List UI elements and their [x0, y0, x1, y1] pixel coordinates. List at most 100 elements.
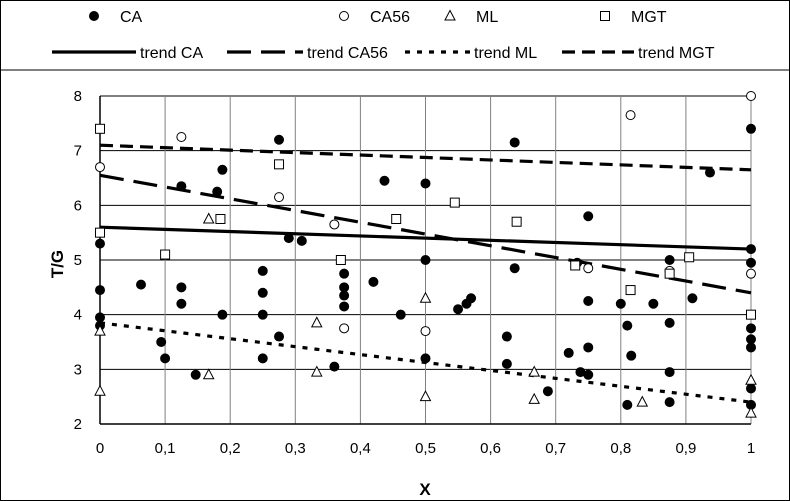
data-point: [746, 257, 756, 268]
x-tick-labels: 0 0,1 0,2 0,3 0,4 0,5 0,6 0,7 0,8 0,9 1: [96, 440, 755, 457]
data-point: [95, 123, 105, 134]
data-point: [420, 178, 431, 189]
x-tick-label: 1: [747, 440, 755, 457]
x-tick-label: 0,7: [545, 440, 566, 457]
data-point: [217, 164, 228, 175]
data-point: [622, 399, 633, 410]
data-point: [583, 342, 594, 353]
y-tick-label: 8: [74, 88, 82, 105]
legend-marker: [339, 11, 349, 21]
data-point: [746, 309, 756, 320]
data-point: [583, 211, 594, 222]
data-point: [420, 255, 431, 265]
data-point: [215, 214, 226, 224]
data-point: [136, 279, 147, 290]
legend-label: CA56: [370, 9, 410, 26]
data-point: [95, 312, 105, 323]
data-point: [664, 367, 675, 378]
data-point: [648, 298, 659, 309]
data-points: [94, 91, 757, 418]
y-tick-label: 7: [74, 143, 82, 160]
data-point: [217, 309, 228, 320]
data-point: [95, 227, 105, 238]
data-point: [274, 159, 285, 170]
data-point: [420, 326, 431, 337]
legend-marker: [89, 11, 99, 21]
data-point: [625, 285, 636, 296]
data-point: [746, 268, 756, 279]
data-point: [95, 285, 105, 296]
data-point: [202, 368, 215, 380]
x-tick-label: 0: [96, 440, 104, 457]
data-point: [419, 291, 432, 303]
data-point: [664, 268, 675, 279]
data-point: [626, 350, 637, 361]
x-tick-label: 0,9: [675, 440, 696, 457]
data-point: [509, 137, 520, 148]
series-ca-points: [95, 123, 756, 410]
data-point: [746, 123, 756, 134]
data-point: [379, 175, 390, 186]
data-point: [615, 298, 626, 309]
data-point: [339, 301, 350, 312]
data-point: [156, 337, 167, 347]
data-point: [190, 369, 201, 380]
y-tick-labels: 2 3 4 5 6 7 8: [74, 88, 82, 433]
data-point: [563, 347, 574, 358]
data-point: [274, 134, 285, 145]
x-tick-label: 0,1: [155, 440, 176, 457]
data-point: [583, 369, 594, 380]
legend-marker: [600, 11, 610, 21]
data-point: [94, 324, 106, 336]
data-point: [570, 260, 581, 271]
data-point: [419, 390, 432, 402]
data-point: [664, 397, 675, 408]
series-ca56-points: [95, 91, 756, 337]
data-point: [283, 233, 294, 244]
data-point: [449, 197, 460, 208]
data-point: [528, 365, 541, 377]
data-point: [704, 167, 715, 178]
legend-trend-label: trend ML: [474, 45, 537, 62]
data-point: [339, 268, 350, 279]
data-point: [274, 192, 285, 203]
data-point: [176, 282, 187, 293]
y-tick-label: 2: [74, 416, 82, 433]
x-tick-label: 0,8: [610, 440, 631, 457]
data-point: [395, 309, 406, 320]
trend-line: [99, 173, 752, 295]
data-point: [95, 238, 105, 249]
data-point: [296, 235, 307, 246]
data-point: [339, 323, 350, 334]
data-point: [160, 249, 171, 260]
legend-label: MGT: [631, 9, 667, 26]
legend: CA CA56 ML MGT trend CA trend CA56 trend ML tre…: [52, 9, 715, 62]
x-tick-label: 0,3: [285, 440, 306, 457]
data-point: [257, 287, 268, 298]
data-point: [501, 358, 512, 369]
legend-trend-label: trend CA: [140, 45, 203, 62]
data-point: [583, 296, 594, 306]
data-point: [274, 331, 285, 342]
data-point: [202, 212, 215, 224]
data-point: [746, 334, 756, 345]
y-tick-label: 3: [74, 361, 82, 378]
legend-label: ML: [476, 9, 498, 26]
data-point: [329, 219, 340, 230]
data-point: [664, 317, 675, 328]
data-point: [466, 293, 477, 304]
data-point: [212, 186, 223, 197]
data-point: [453, 304, 464, 315]
data-point: [329, 361, 340, 372]
data-point: [583, 263, 594, 274]
data-point: [310, 365, 323, 377]
data-point: [391, 214, 402, 224]
legend-marker: [444, 9, 456, 21]
data-point: [335, 255, 346, 265]
data-point: [511, 216, 522, 227]
data-point: [176, 298, 187, 309]
data-point: [664, 255, 675, 265]
data-point: [257, 265, 268, 276]
